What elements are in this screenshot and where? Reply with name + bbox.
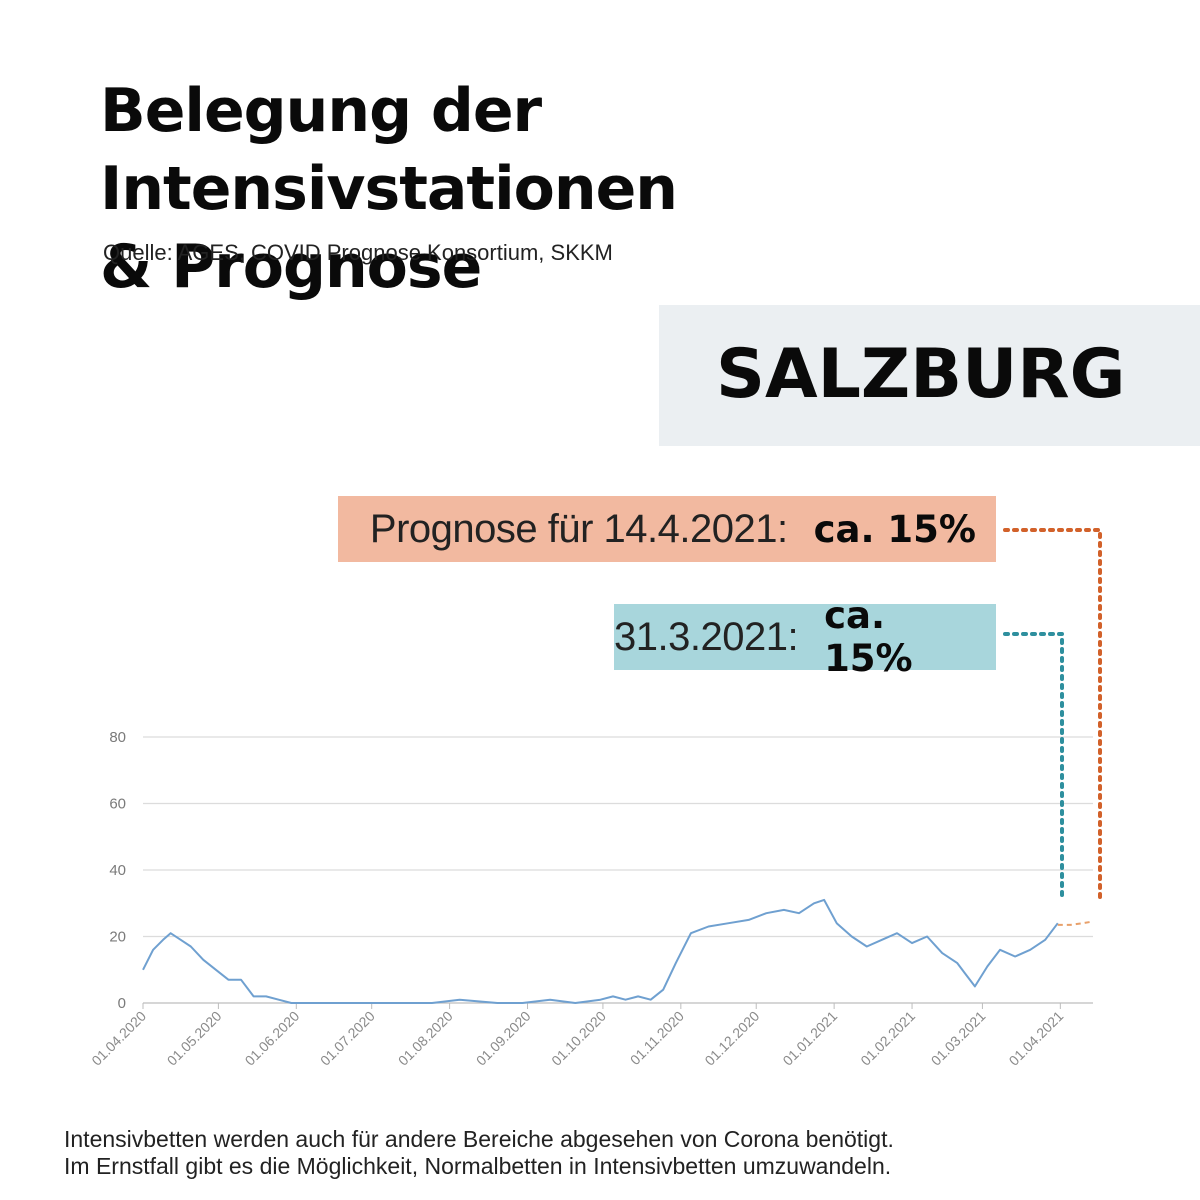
y-tick-label: 40 [109,862,126,879]
chart-grid [143,736,1093,1004]
title-line-2: & Prognose [100,232,482,302]
footnote: Intensivbetten werden auch für andere Be… [64,1126,894,1180]
x-tick-label: 01.03.2021 [928,1008,989,1069]
x-tick-label: 01.05.2020 [164,1008,225,1069]
y-axis-ticks: 0 20 40 60 80 [109,729,126,1012]
x-tick-label: 01.02.2021 [857,1008,918,1069]
x-tick-label: 01.09.2020 [473,1008,534,1069]
forecast-connector [1003,528,1102,902]
x-tick-label: 01.12.2020 [701,1008,762,1069]
current-value: ca. 15% [824,594,913,680]
x-axis-ticks: 01.04.2020 01.05.2020 01.06.2020 01.07.2020… [88,1003,1067,1069]
x-tick-label: 01.01.2021 [779,1008,840,1069]
region-box: SALZBURG [659,305,1200,446]
chart-lines [142,898,1094,1004]
title-line-1: Belegung der Intensivstationen [100,76,678,224]
x-tick-label: 01.11.2020 [627,1008,687,1068]
y-tick-label: 0 [118,995,126,1012]
x-tick-label: 01.06.2020 [242,1008,303,1069]
forecast-value: ca. 15% [813,507,976,551]
y-tick-label: 20 [109,929,126,946]
x-tick-label: 01.10.2020 [548,1008,609,1069]
current-connector [1003,632,1064,902]
current-callout: 31.3.2021: ca. 15% [614,594,996,680]
y-tick-label: 60 [109,796,126,813]
x-tick-label: 01.07.2020 [317,1008,378,1069]
series-line-icu [142,898,1059,1004]
forecast-label: Prognose für 14.4.2021: [369,506,788,551]
icu-chart: 0 20 40 60 80 01.04.2020 01.05.2020 01.06.2020… [88,528,1102,1069]
source-note: Quelle: AGES, COVID Prognose Konsortium,… [103,240,613,265]
x-tick-label: 01.04.2021 [1006,1008,1067,1069]
region-label: SALZBURG [716,335,1126,414]
x-tick-label: 01.08.2020 [395,1008,456,1069]
y-tick-label: 80 [109,729,126,746]
footnote-line-2: Im Ernstfall gibt es die Möglichkeit, No… [64,1153,892,1179]
callout-connectors [1003,528,1102,902]
forecast-callout: Prognose für 14.4.2021: ca. 15% [338,496,996,562]
x-tick-label: 01.04.2020 [88,1008,149,1069]
page-title: Belegung der Intensivstationen & Prognos… [100,72,1100,306]
current-label: 31.3.2021: [614,614,799,659]
footnote-line-1: Intensivbetten werden auch für andere Be… [64,1126,894,1152]
series-line-forecast [1057,920,1094,926]
